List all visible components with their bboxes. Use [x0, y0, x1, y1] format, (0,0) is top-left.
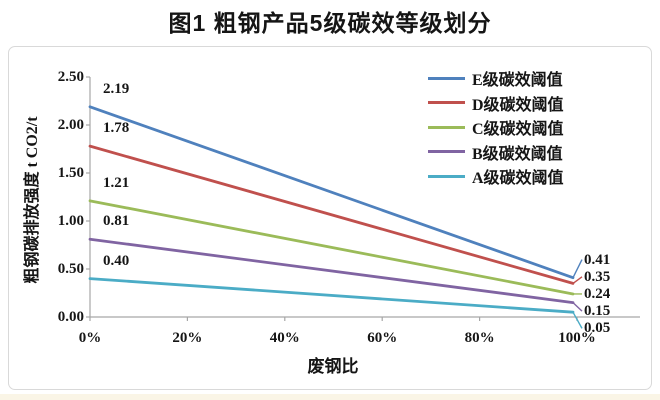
legend-label: C级碳效阈值 — [472, 121, 564, 139]
x-tick-label: 20% — [172, 330, 203, 346]
data-label-end: 0.35 — [584, 268, 611, 285]
leader-line — [572, 302, 583, 312]
legend-line-swatch — [428, 125, 465, 129]
legend-label: E级碳效阈值 — [472, 72, 563, 90]
data-label-end: 0.24 — [584, 285, 611, 302]
data-label-start: 2.19 — [103, 80, 130, 97]
x-tick-label: 100% — [558, 330, 596, 346]
y-tick-label: 0.00 — [57, 309, 84, 325]
leader-line — [572, 311, 583, 329]
series-line-C级碳效阈值 — [88, 199, 575, 296]
data-label-start: 1.21 — [103, 174, 130, 191]
x-axis-title: 废钢比 — [307, 357, 359, 376]
data-label-start: 0.40 — [103, 252, 130, 269]
x-tick-label: 80% — [464, 330, 495, 346]
legend-item-C级碳效阈值: C级碳效阈值 — [428, 115, 564, 140]
data-label-end: 0.05 — [584, 320, 611, 337]
legend-label: A级碳效阈值 — [472, 170, 564, 188]
series-line-D级碳效阈值 — [88, 144, 575, 285]
legend-line-swatch — [428, 150, 465, 154]
legend-label: B级碳效阈值 — [472, 145, 563, 163]
y-tick-label: 2.00 — [57, 117, 84, 133]
x-tick-label: 40% — [269, 330, 300, 346]
y-tick-label: 0.50 — [57, 261, 84, 277]
legend-label: D级碳效阈值 — [472, 96, 564, 114]
leader-line — [572, 276, 583, 284]
series-line-B级碳效阈值 — [88, 237, 575, 305]
series-line-E级碳效阈值 — [88, 105, 575, 280]
x-tick-label: 0% — [78, 330, 102, 346]
data-label-start: 0.81 — [103, 213, 130, 230]
y-axis-title: 粗钢碳排放强度 t CO2/t — [24, 116, 41, 284]
y-tick-label: 2.50 — [57, 69, 84, 85]
x-tick-label: 60% — [367, 330, 398, 346]
figure-title: 图1 粗钢产品5级碳效等级划分 — [168, 10, 492, 36]
legend-item-B级碳效阈值: B级碳效阈值 — [428, 140, 564, 165]
y-tick-label: 1.50 — [57, 165, 84, 181]
y-tick-label: 1.00 — [57, 213, 84, 229]
data-label-end: 0.15 — [584, 303, 611, 320]
legend-item-E级碳效阈值: E级碳效阈值 — [428, 66, 564, 91]
data-label-end: 0.41 — [584, 251, 611, 268]
legend: E级碳效阈值 D级碳效阈值 C级碳效阈值 B级碳效阈值 A级碳效阈值 — [428, 66, 564, 189]
data-label-start: 1.78 — [103, 120, 130, 137]
series-line-A级碳效阈值 — [88, 277, 575, 314]
legend-item-A级碳效阈值: A级碳效阈值 — [428, 164, 564, 189]
leader-line — [572, 259, 583, 278]
chart-frame — [8, 46, 652, 390]
legend-item-D级碳效阈值: D级碳效阈值 — [428, 91, 564, 116]
scan-edge — [0, 394, 660, 400]
legend-line-swatch — [428, 174, 465, 178]
legend-line-swatch — [428, 76, 465, 80]
legend-line-swatch — [428, 101, 465, 105]
